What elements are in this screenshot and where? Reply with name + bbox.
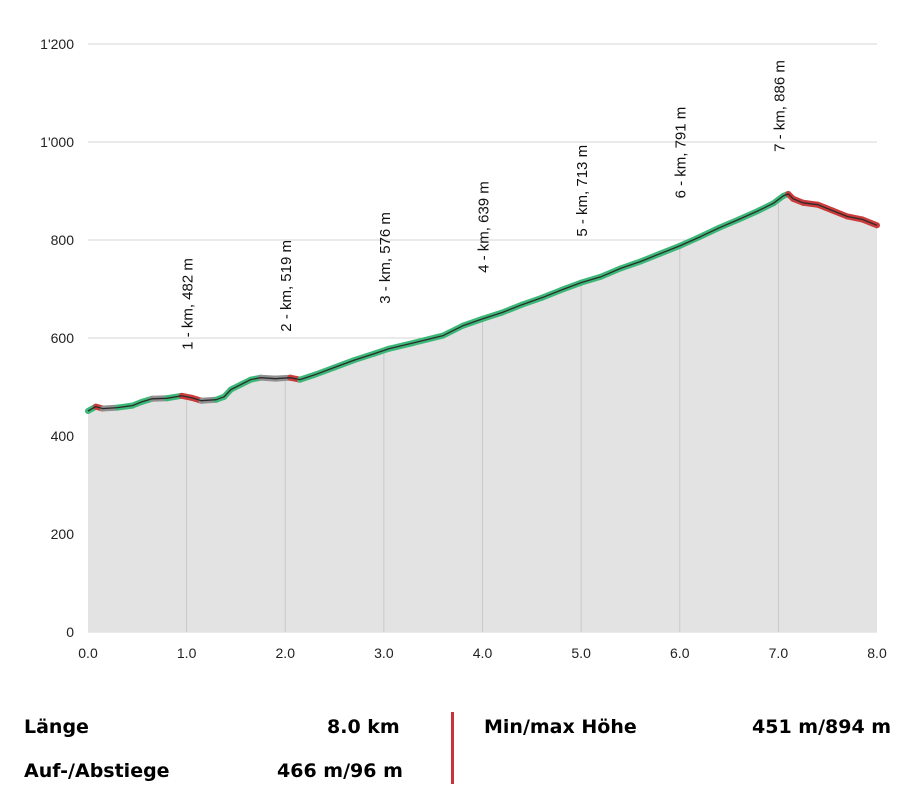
minmax-label: Min/max Höhe [484,716,637,738]
x-tick-label: 2.0 [276,645,296,661]
km-marker-lines [186,197,779,632]
y-tick-label: 1'200 [40,36,74,52]
x-tick-label: 0.0 [78,645,98,661]
x-tick-label: 8.0 [867,645,887,661]
route-stats: Länge 8.0 km Auf-/Abstiege 466 m/96 m Mi… [0,700,920,800]
minmax-value: 451 m/894 m [752,716,892,738]
km-marker-label: 1 - km, 482 m [180,258,197,350]
x-tick-label: 4.0 [473,645,493,661]
x-tick-label: 3.0 [374,645,394,661]
x-tick-label: 6.0 [670,645,690,661]
profile-outline [87,193,878,412]
km-marker-label: 3 - km, 576 m [377,212,394,304]
x-axis-ticks: 0.0 1.0 2.0 3.0 4.0 5.0 6.0 7.0 8.0 [78,645,887,661]
km-marker-label: 5 - km, 713 m [574,145,591,237]
updown-label: Auf-/Abstiege [24,760,170,782]
y-axis-ticks: 0 200 400 600 800 1'000 1'200 [40,36,74,640]
y-tick-label: 1'000 [40,134,74,150]
x-tick-label: 1.0 [177,645,197,661]
x-tick-label: 7.0 [769,645,789,661]
km-marker-label: 7 - km, 886 m [771,60,788,152]
km-marker-label: 2 - km, 519 m [278,240,295,332]
updown-value: 466 m/96 m [277,760,403,782]
km-marker-label: 6 - km, 791 m [673,107,690,199]
y-tick-label: 400 [51,428,75,444]
stats-divider [451,712,454,784]
length-value: 8.0 km [327,716,400,738]
elevation-chart: 0 200 400 600 800 1'000 1'200 0.0 1.0 2.0 3.0 4.0 5… [40,36,887,661]
y-tick-label: 800 [51,232,75,248]
km-marker-label: 4 - km, 639 m [476,181,493,273]
km-marker-labels: 1 - km, 482 m 2 - km, 519 m 3 - km, 576 m 4… [180,60,789,350]
y-tick-label: 200 [51,526,75,542]
elevation-profile-line [85,190,880,415]
y-tick-label: 600 [51,330,75,346]
y-tick-label: 0 [66,624,74,640]
x-tick-label: 5.0 [571,645,591,661]
length-label: Länge [24,716,89,738]
